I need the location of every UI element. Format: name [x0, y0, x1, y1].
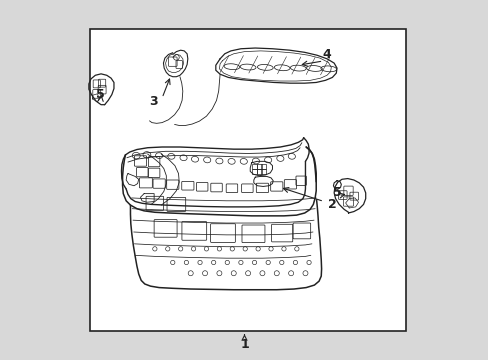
- Bar: [252, 164, 257, 169]
- Text: 5: 5: [332, 186, 341, 199]
- Text: 1: 1: [240, 338, 248, 351]
- Bar: [256, 164, 261, 169]
- Text: 4: 4: [322, 48, 331, 61]
- Text: 5: 5: [96, 88, 104, 101]
- Bar: [261, 168, 265, 174]
- Bar: [256, 168, 261, 174]
- Text: 3: 3: [149, 95, 158, 108]
- Text: 2: 2: [327, 198, 336, 211]
- Bar: [261, 164, 265, 169]
- Bar: [252, 168, 257, 174]
- Bar: [90, 30, 405, 330]
